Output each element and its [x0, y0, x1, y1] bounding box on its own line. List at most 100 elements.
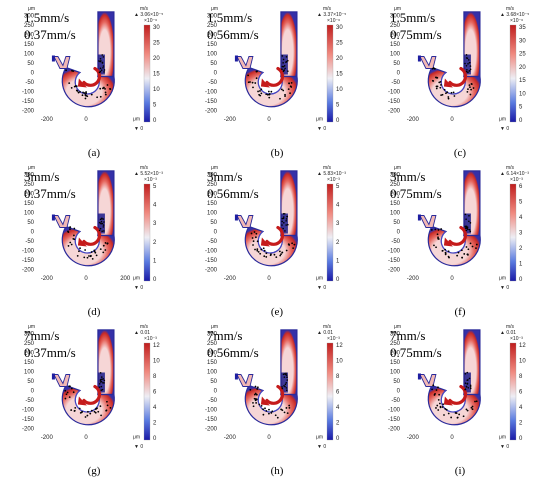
y-tick-label: 0 [214, 71, 218, 77]
x-tick-label: 0 [267, 435, 271, 441]
y-tick-label: 250 [24, 182, 35, 188]
colorbar [143, 183, 151, 282]
colorbar-tick-label: 15 [519, 78, 526, 84]
colorbar-tick-label: 6 [519, 184, 523, 190]
flow-arrow [265, 66, 285, 87]
simulation-panel: 300 250 200 150 100 50 0 -50 -100 -150 -200 μm -200 0… [4, 161, 187, 320]
colorbar-tick-label: 35 [519, 25, 526, 31]
colorbar-tick-label: 1 [519, 262, 523, 268]
y-tick-label: 250 [390, 341, 401, 347]
y-tick-label: 100 [24, 370, 35, 376]
colorbar-max: ▲ 6.14×10⁻³ [500, 171, 529, 177]
colorbar-max: ▲ 5.52×10⁻³ [134, 171, 163, 177]
colorbar-tick-label: 5 [153, 184, 157, 190]
flow-arrow [448, 384, 468, 405]
y-tick-label: 50 [393, 61, 400, 67]
colorbar-unit: m/s [506, 6, 515, 12]
colorbar-tick-label: 5 [153, 103, 157, 109]
y-tick-label: -50 [25, 80, 34, 86]
colorbar-tick-label: 12 [153, 343, 160, 349]
y-tick-label: 300 [207, 14, 218, 20]
flow-arrow [82, 225, 102, 246]
y-tick-label: -100 [205, 408, 218, 414]
panel-caption: (g) [88, 465, 101, 477]
inlet-velocity-label: 7mm/s [207, 328, 242, 343]
colorbar-tick-label: 4 [153, 203, 157, 209]
y-tick-label: -200 [22, 268, 35, 274]
microchannel [234, 170, 298, 267]
colorbar-exponent: ×10⁻³ [327, 177, 340, 183]
y-tick-label: 250 [24, 23, 35, 29]
microchannel [417, 11, 481, 108]
colorbar-min: ▼ 0 [317, 285, 326, 291]
colorbar [509, 342, 517, 441]
colorbar-tick-label: 2 [336, 421, 340, 427]
colorbar [143, 342, 151, 441]
y-tick-label: 100 [207, 370, 218, 376]
inlet-velocity-label: 1.5mm/s [207, 10, 252, 25]
colorbar-tick-label: 8 [336, 374, 340, 380]
colorbar-min: ▼ 0 [134, 444, 143, 450]
x-tick-label: -200 [224, 276, 237, 282]
y-tick-label: -100 [22, 408, 35, 414]
colorbar-tick-label: 2 [519, 246, 523, 252]
particle-velocity-label: 0.56mm/s [207, 27, 259, 42]
flow-arrow [265, 384, 285, 405]
colorbar-tick-label: 8 [153, 374, 157, 380]
colorbar-unit: m/s [323, 6, 332, 12]
y-tick-label: 100 [24, 52, 35, 58]
x-tick-label: -200 [407, 117, 420, 123]
colorbar [326, 342, 334, 441]
y-tick-label: -150 [22, 417, 35, 423]
colorbar-tick-label: 10 [153, 87, 160, 93]
colorbar-tick-label: 30 [519, 38, 526, 44]
colorbar-unit: m/s [506, 324, 515, 330]
y-tick-label: -50 [391, 398, 400, 404]
x-tick-label: -200 [224, 435, 237, 441]
y-tick-label: 150 [24, 360, 35, 366]
colorbar-min: ▼ 0 [500, 126, 509, 132]
y-tick-label: -200 [205, 427, 218, 433]
colorbar-tick-label: 4 [519, 215, 523, 221]
y-tick-label: -100 [205, 249, 218, 255]
colorbar-tick-label: 0 [153, 118, 157, 124]
y-tick-label: 100 [390, 370, 401, 376]
particle-cloud [431, 371, 478, 419]
colorbar-exponent: ×10⁻³ [144, 177, 157, 183]
colorbar-tick-label: 5 [519, 105, 523, 111]
colorbar-tick-label: 4 [153, 405, 157, 411]
y-tick-label: -200 [205, 268, 218, 274]
colorbar-tick-label: 2 [153, 421, 157, 427]
x-tick-label: 0 [267, 276, 271, 282]
y-tick-label: -100 [205, 90, 218, 96]
colorbar-tick-label: 5 [519, 200, 523, 206]
colorbar-tick-label: 15 [153, 72, 160, 78]
colorbar-tick-label: 0 [153, 436, 157, 442]
y-tick-label: 250 [207, 341, 218, 347]
y-tick-label: -150 [205, 258, 218, 264]
flow-arrow [82, 384, 102, 405]
y-tick-label: 200 [24, 351, 35, 357]
y-tick-label: -200 [22, 109, 35, 115]
y-tick-label: 0 [31, 389, 35, 395]
x-tick-label: -200 [41, 435, 54, 441]
colorbar-tick-label: 12 [519, 343, 526, 349]
y-axis-unit: μm [28, 324, 35, 330]
x-tick-label: 0 [84, 435, 88, 441]
y-tick-label: -100 [388, 90, 401, 96]
colorbar-min: ▼ 0 [500, 444, 509, 450]
colorbar-tick-label: 8 [519, 374, 523, 380]
y-axis-unit: μm [28, 6, 35, 12]
panel-caption: (i) [455, 465, 466, 477]
colorbar-tick-label: 30 [336, 25, 343, 31]
y-tick-label: 200 [390, 192, 401, 198]
simulation-panel: 300 250 200 150 100 50 0 -50 -100 -150 -200 μm -200 0… [187, 161, 370, 320]
colorbar-tick-label: 0 [519, 118, 523, 124]
y-tick-label: 150 [390, 360, 401, 366]
colorbar-max: ▲ 3.37×10⁻⁵ [317, 12, 346, 18]
